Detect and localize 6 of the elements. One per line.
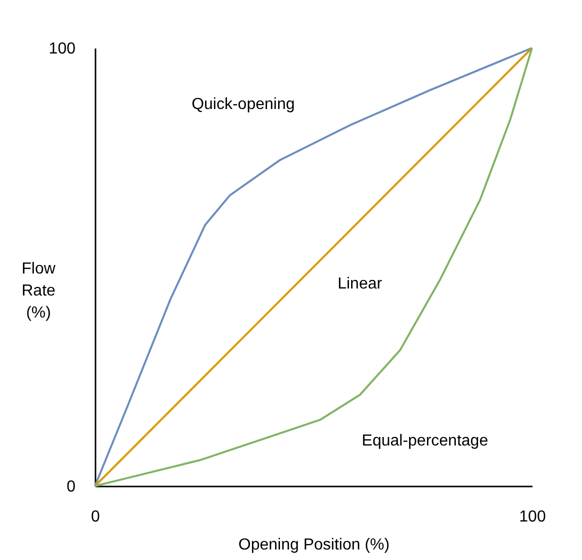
x-axis-title: Opening Position (%) (238, 536, 390, 554)
text: Quick-opening (192, 96, 295, 113)
series-label: Linear (338, 276, 383, 293)
line-series (94, 47, 533, 487)
text: Equal-percentage (362, 432, 488, 450)
y-axis-title: Flow Rate (%) (22, 260, 56, 322)
